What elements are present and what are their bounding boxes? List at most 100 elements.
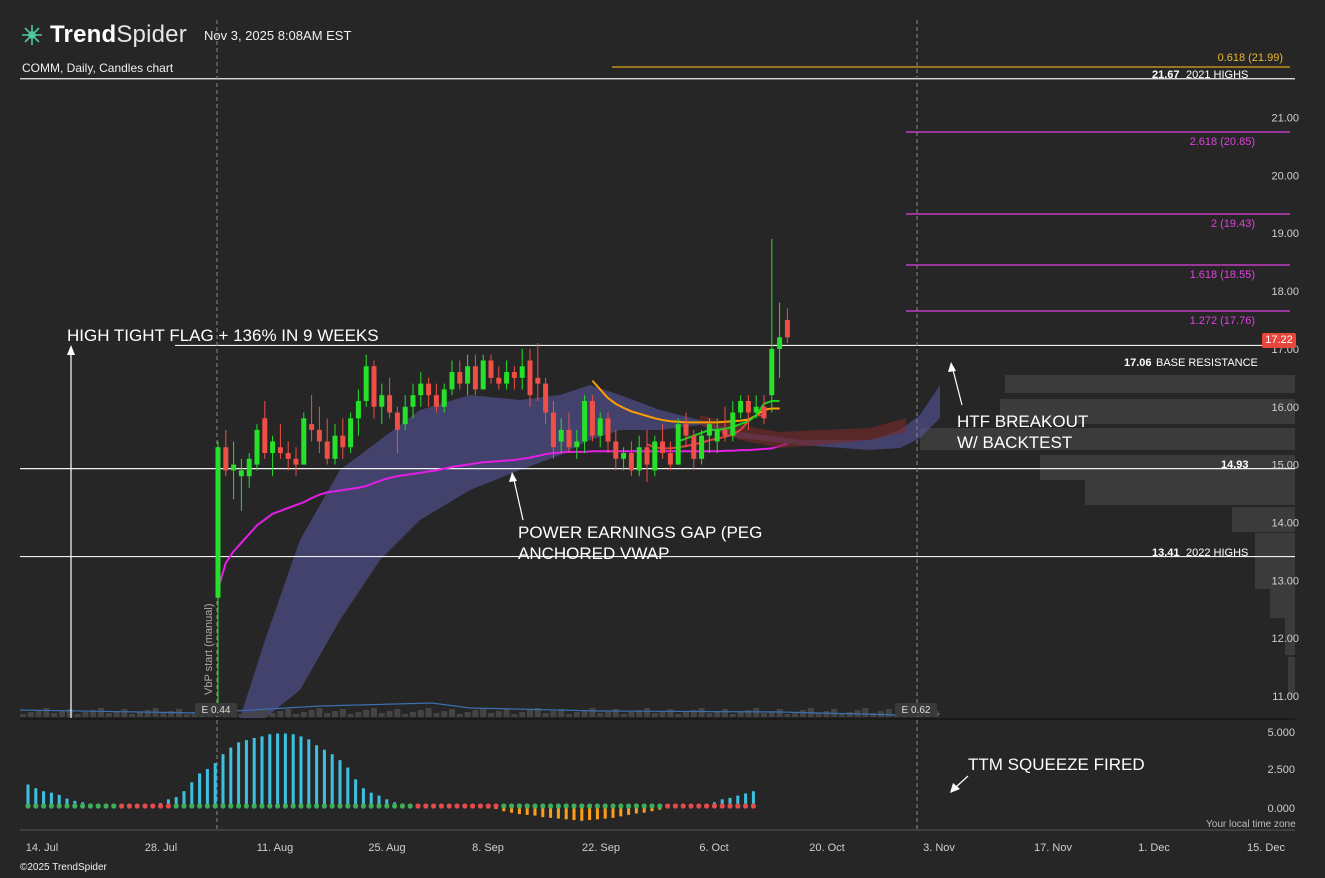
candle-body [465, 366, 471, 384]
volume-bar [394, 709, 401, 717]
squeeze-histogram-bar [42, 791, 46, 806]
trendspider-logo: TrendSpider [20, 21, 187, 49]
squeeze-dot [532, 803, 538, 809]
candle-body [238, 470, 244, 477]
squeeze-dot [236, 803, 242, 809]
volume-profile-bar [1085, 480, 1295, 505]
volume-bar [371, 708, 377, 717]
volume-bar [597, 713, 604, 717]
candle-body [582, 400, 588, 442]
squeeze-dot [579, 803, 585, 809]
squeeze-histogram-bar [299, 736, 303, 806]
volume-bar [137, 712, 143, 717]
squeeze-histogram-bar [182, 791, 186, 806]
annotation-peg-2: ANCHORED VWAP [518, 544, 669, 563]
pane-divider [20, 718, 1295, 720]
squeeze-dot [48, 803, 55, 809]
volume-bar [324, 713, 331, 717]
squeeze-histogram-bar [346, 767, 350, 806]
volume-bar [776, 709, 783, 717]
squeeze-histogram-bar [369, 792, 373, 806]
volume-bar [316, 708, 323, 717]
candle-body [535, 377, 541, 384]
volume-bar [581, 710, 588, 717]
squeeze-dot [267, 803, 273, 809]
volume-bar [35, 710, 42, 717]
candle-body [332, 435, 338, 459]
volume-bar [269, 713, 276, 717]
volume-bar [59, 711, 65, 717]
squeeze-histogram-bar [642, 806, 646, 813]
candle-body [644, 447, 650, 465]
squeeze-dot [727, 803, 733, 809]
volume-bar [449, 709, 455, 717]
volume-bar [683, 712, 689, 717]
volume-bar [651, 713, 658, 717]
squeeze-histogram-bar [322, 749, 326, 806]
squeeze-dot [540, 803, 546, 809]
squeeze-dot [197, 803, 203, 809]
squeeze-dot [298, 803, 304, 809]
arrowhead-icon [509, 472, 517, 482]
earnings-badge [195, 703, 237, 716]
volume-bar [410, 712, 416, 717]
volume-bar [667, 709, 674, 717]
annotation-peg-1: POWER EARNINGS GAP (PEG [518, 523, 762, 542]
squeeze-dot [189, 803, 195, 809]
squeeze-histogram-bar [549, 806, 553, 818]
squeeze-dot [711, 803, 718, 809]
volume-bar [402, 714, 409, 717]
volume-bar [285, 709, 292, 717]
squeeze-histogram-bar [580, 806, 584, 821]
squeeze-histogram-bar [744, 793, 748, 806]
squeeze-histogram-bar [627, 806, 631, 815]
squeeze-dot [563, 803, 569, 809]
squeeze-dot [649, 803, 655, 809]
volume-bar [456, 714, 463, 717]
volume-bar [386, 711, 393, 717]
squeeze-dot [173, 803, 179, 809]
candle-body [410, 395, 416, 407]
fib-label: 2.618 (20.85) [1190, 136, 1255, 148]
candle-body [449, 372, 455, 390]
squeeze-dot [571, 803, 577, 809]
candle-body [301, 418, 307, 465]
candle-body [543, 383, 549, 413]
squeeze-dot [126, 803, 132, 809]
volume-bar [753, 708, 760, 717]
candle-body [441, 389, 447, 407]
volume-bar [558, 709, 565, 717]
squeeze-dot [95, 803, 101, 809]
squeeze-dot [64, 803, 70, 809]
volume-profile-bar [1005, 375, 1295, 393]
squeeze-dot [87, 803, 93, 809]
squeeze-y-tick: 5.000 [1267, 727, 1295, 739]
y-tick-label: 15.00 [1271, 460, 1299, 472]
squeeze-dot [438, 803, 444, 809]
level-label-base: BASE RESISTANCE [1156, 357, 1258, 369]
volume-bar [737, 712, 744, 717]
x-tick-label: 8. Sep [472, 842, 504, 854]
x-tick-label: 22. Sep [582, 842, 620, 854]
volume-bar [300, 712, 307, 717]
candle-body [223, 447, 229, 471]
annotation-arrow [955, 775, 969, 788]
candle-body [363, 366, 369, 401]
spider-logo-icon [22, 25, 42, 45]
squeeze-histogram-bar [213, 763, 217, 806]
squeeze-dot [587, 803, 593, 809]
squeeze-dot [485, 803, 491, 809]
squeeze-dot [548, 803, 554, 809]
volume-bar [191, 712, 198, 717]
squeeze-histogram-bar [330, 754, 334, 806]
candle-body [480, 360, 486, 390]
earnings-badge-label: E 0.44 [202, 705, 231, 716]
y-tick-label: 21.00 [1271, 113, 1299, 125]
volume-bar [363, 710, 370, 717]
volume-bar [105, 713, 112, 717]
squeeze-dot [103, 803, 109, 809]
squeeze-dot [680, 803, 686, 809]
squeeze-dot [150, 803, 156, 809]
squeeze-histogram-bar [260, 736, 264, 806]
